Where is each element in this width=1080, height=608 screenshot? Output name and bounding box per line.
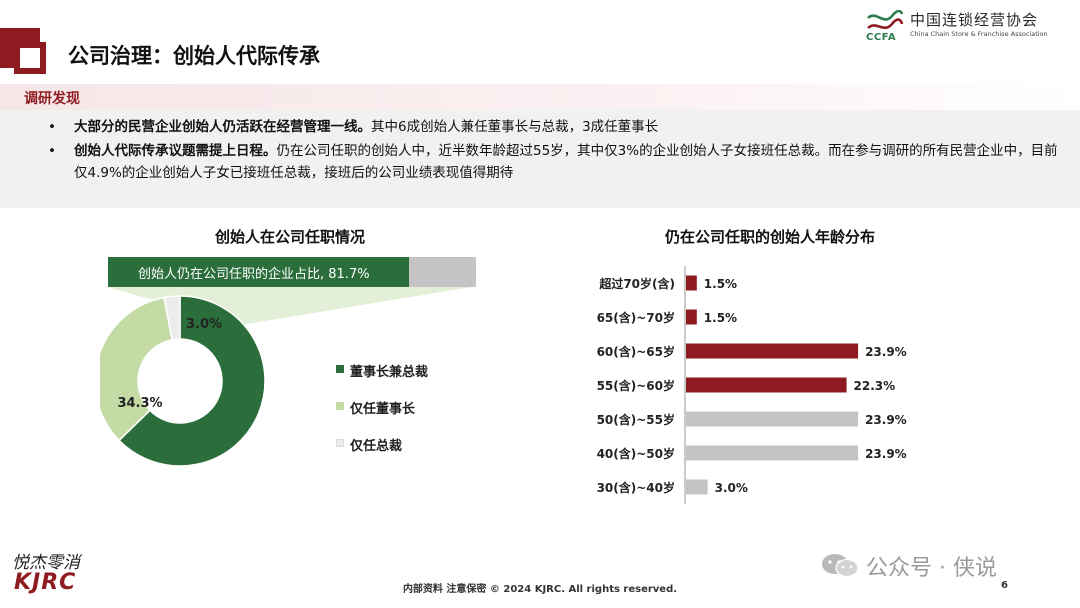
ccfa-abbr: CCFA xyxy=(866,32,897,43)
age-bar-value-label: 1.5% xyxy=(704,311,737,325)
age-category-label: 55(含)~60岁 xyxy=(597,378,675,393)
donut-slice xyxy=(163,295,181,341)
legend-label: 董事长兼总裁 xyxy=(350,365,429,380)
age-bar-value-label: 1.5% xyxy=(704,277,737,291)
legend-swatch xyxy=(336,402,344,410)
age-bar-value-label: 3.0% xyxy=(715,481,748,495)
findings-panel: 调研发现 • 大部分的民营企业创始人仍活跃在经营管理一线。其中6成创始人兼任董事… xyxy=(0,84,1080,208)
legend-label: 仅任总裁 xyxy=(350,439,403,454)
age-bar xyxy=(686,445,859,461)
age-category-label: 40(含)~50岁 xyxy=(597,446,675,461)
ccfa-logo-icon xyxy=(867,10,904,30)
findings-heading: 调研发现 xyxy=(24,91,80,107)
age-bar-value-label: 22.3% xyxy=(854,379,896,393)
age-bar-value-label: 23.9% xyxy=(865,413,907,427)
donut-slice-label: 62.7% xyxy=(242,446,287,461)
founder-ratio-bar: 创始人仍在公司任职的企业占比, 81.7% xyxy=(108,257,476,287)
age-bar xyxy=(686,309,697,325)
brand-mark-inner xyxy=(14,42,46,74)
finding-text: 仍在公司任职的创始人中，近半数年龄超过55岁，其中仅3%的企业创始人子女接班任总… xyxy=(74,143,1058,181)
donut-slice-label: 3.0% xyxy=(186,317,222,332)
callout-wedge xyxy=(108,287,472,325)
role-donut-chart: 62.7% 34.3% 3.0% xyxy=(100,287,472,467)
legend-label: 仅任董事长 xyxy=(350,402,416,417)
founder-ratio-label: 创始人仍在公司任职的企业占比, 81.7% xyxy=(138,267,370,282)
age-category-label: 60(含)~65岁 xyxy=(597,344,675,359)
kjrc-logo-script: 悦杰零消 xyxy=(12,553,80,573)
age-bar xyxy=(686,479,708,495)
watermark-text: 公众号 · 侠说 xyxy=(866,556,997,581)
age-bar xyxy=(686,275,697,291)
age-category-label: 超过70岁(含) xyxy=(598,276,675,291)
age-bar xyxy=(686,377,847,393)
copyright-notice: 内部资料 注意保密 © 2024 KJRC. All rights reserv… xyxy=(402,584,678,595)
finding-text: 其中6成创始人兼任董事长与总裁，3成任董事长 xyxy=(371,119,659,135)
age-bar-value-label: 23.9% xyxy=(865,447,907,461)
age-bar-chart: 超过70岁(含) 1.5% 65(含)~70岁 1.5% 60(含)~65岁 23.9% 5… xyxy=(597,266,907,504)
page-number: 6 xyxy=(1001,580,1008,591)
brand-mark xyxy=(0,28,46,74)
age-category-label: 50(含)~55岁 xyxy=(597,412,675,427)
ccfa-name-en: China Chain Store & Franchise Associatio… xyxy=(910,30,1048,38)
age-bar xyxy=(686,411,859,427)
age-category-label: 65(含)~70岁 xyxy=(597,310,675,325)
page-title: 公司治理：创始人代际传承 xyxy=(68,44,320,68)
right-chart-title: 仍在公司任职的创始人年龄分布 xyxy=(664,228,875,246)
donut-slice-label: 34.3% xyxy=(117,396,162,411)
ccfa-logo: 中国连锁经营协会 China Chain Store & Franchise A… xyxy=(866,8,1066,44)
legend-swatch xyxy=(336,365,344,373)
findings-header: 调研发现 xyxy=(0,84,1080,110)
kjrc-logo-text: KJRC xyxy=(14,570,77,595)
bullet-dot-icon: • xyxy=(48,119,56,135)
age-category-label: 30(含)~40岁 xyxy=(597,480,675,495)
bullet-dot-icon: • xyxy=(48,143,56,159)
wechat-icon xyxy=(822,554,859,578)
finding-bold: 大部分的民营企业创始人仍活跃在经营管理一线。 xyxy=(74,119,371,135)
age-bar-value-label: 23.9% xyxy=(865,345,907,359)
legend-swatch xyxy=(336,439,344,447)
founder-ratio-fill xyxy=(108,257,409,287)
ccfa-name-cn: 中国连锁经营协会 xyxy=(910,11,1039,29)
kjrc-logo: 悦杰零消 KJRC xyxy=(12,548,102,600)
donut-slice xyxy=(100,296,174,442)
age-bar xyxy=(686,343,859,359)
finding-bold: 创始人代际传承议题需提上日程。 xyxy=(74,143,277,159)
left-chart-title: 创始人在公司任职情况 xyxy=(214,228,365,246)
donut-slice xyxy=(118,295,266,467)
findings-body: • 大部分的民营企业创始人仍活跃在经营管理一线。其中6成创始人兼任董事长与总裁，… xyxy=(0,110,1080,208)
